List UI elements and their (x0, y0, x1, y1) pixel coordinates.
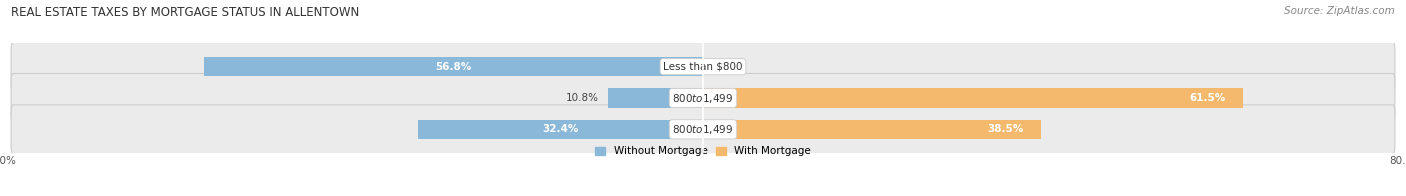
Text: 56.8%: 56.8% (436, 62, 471, 72)
Text: Source: ZipAtlas.com: Source: ZipAtlas.com (1284, 6, 1395, 16)
Bar (419, 120, 703, 139)
Text: 10.8%: 10.8% (567, 93, 599, 103)
FancyBboxPatch shape (11, 74, 1395, 122)
Bar (703, 120, 1042, 139)
Bar (609, 88, 703, 108)
Text: 0.0%: 0.0% (711, 62, 738, 72)
Text: $800 to $1,499: $800 to $1,499 (672, 123, 734, 136)
Text: $800 to $1,499: $800 to $1,499 (672, 92, 734, 104)
Text: 32.4%: 32.4% (543, 124, 579, 134)
Bar (703, 88, 1243, 108)
Legend: Without Mortgage, With Mortgage: Without Mortgage, With Mortgage (595, 146, 811, 156)
Bar (204, 57, 703, 76)
Text: 38.5%: 38.5% (987, 124, 1024, 134)
Text: Less than $800: Less than $800 (664, 62, 742, 72)
Text: REAL ESTATE TAXES BY MORTGAGE STATUS IN ALLENTOWN: REAL ESTATE TAXES BY MORTGAGE STATUS IN … (11, 6, 360, 19)
FancyBboxPatch shape (11, 42, 1395, 91)
FancyBboxPatch shape (11, 105, 1395, 154)
Text: 61.5%: 61.5% (1189, 93, 1226, 103)
